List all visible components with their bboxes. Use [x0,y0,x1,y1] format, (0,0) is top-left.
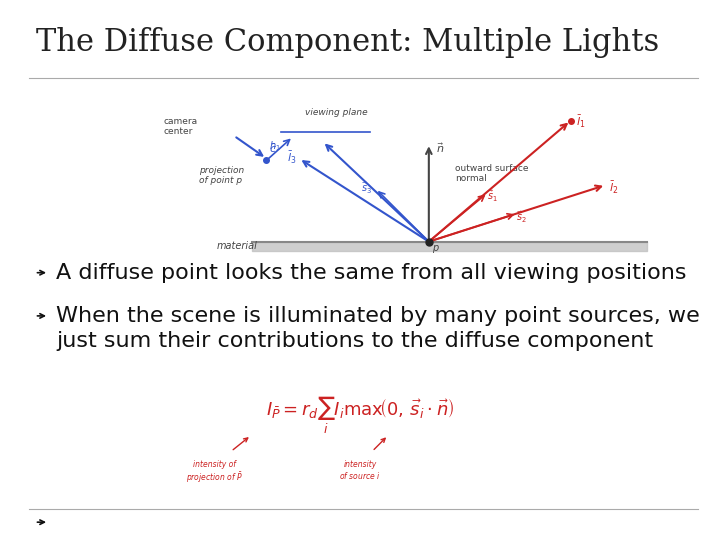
Text: viewing plane: viewing plane [305,108,367,117]
Text: material: material [216,241,257,251]
Text: $\bar{l}_2$: $\bar{l}_2$ [609,180,618,197]
Text: $I_{\bar{P}} = r_d \sum_{i} I_i \max\!\left(0,\,\vec{s}_i\cdot\vec{n}\right)$: $I_{\bar{P}} = r_d \sum_{i} I_i \max\!\l… [266,395,454,436]
Text: camera
center: camera center [163,117,197,136]
Text: When the scene is illuminated by many point sources, we: When the scene is illuminated by many po… [56,306,700,326]
Text: $h_1$: $h_1$ [269,139,282,153]
Text: $\bar{l}_3$: $\bar{l}_3$ [287,150,297,166]
Text: intensity
of source $i$: intensity of source $i$ [339,460,381,481]
Text: The Diffuse Component: Multiple Lights: The Diffuse Component: Multiple Lights [36,27,660,58]
Text: intensity of
projection of $\bar{P}$: intensity of projection of $\bar{P}$ [186,460,243,485]
Text: outward surface
normal: outward surface normal [455,164,529,183]
Text: $\vec{s}_3$: $\vec{s}_3$ [361,181,372,197]
Text: $\bar{c}$: $\bar{c}$ [269,143,277,155]
Text: $\vec{n}$: $\vec{n}$ [436,141,445,155]
Text: A diffuse point looks the same from all viewing positions: A diffuse point looks the same from all … [56,262,687,283]
Text: $\vec{s}_1$: $\vec{s}_1$ [487,188,498,204]
Text: just sum their contributions to the diffuse component: just sum their contributions to the diff… [56,331,653,352]
Text: p: p [432,243,438,253]
Text: $\bar{l}_1$: $\bar{l}_1$ [577,114,586,130]
Text: projection
of point p: projection of point p [199,166,244,185]
Text: $\vec{s}_2$: $\vec{s}_2$ [516,210,527,225]
